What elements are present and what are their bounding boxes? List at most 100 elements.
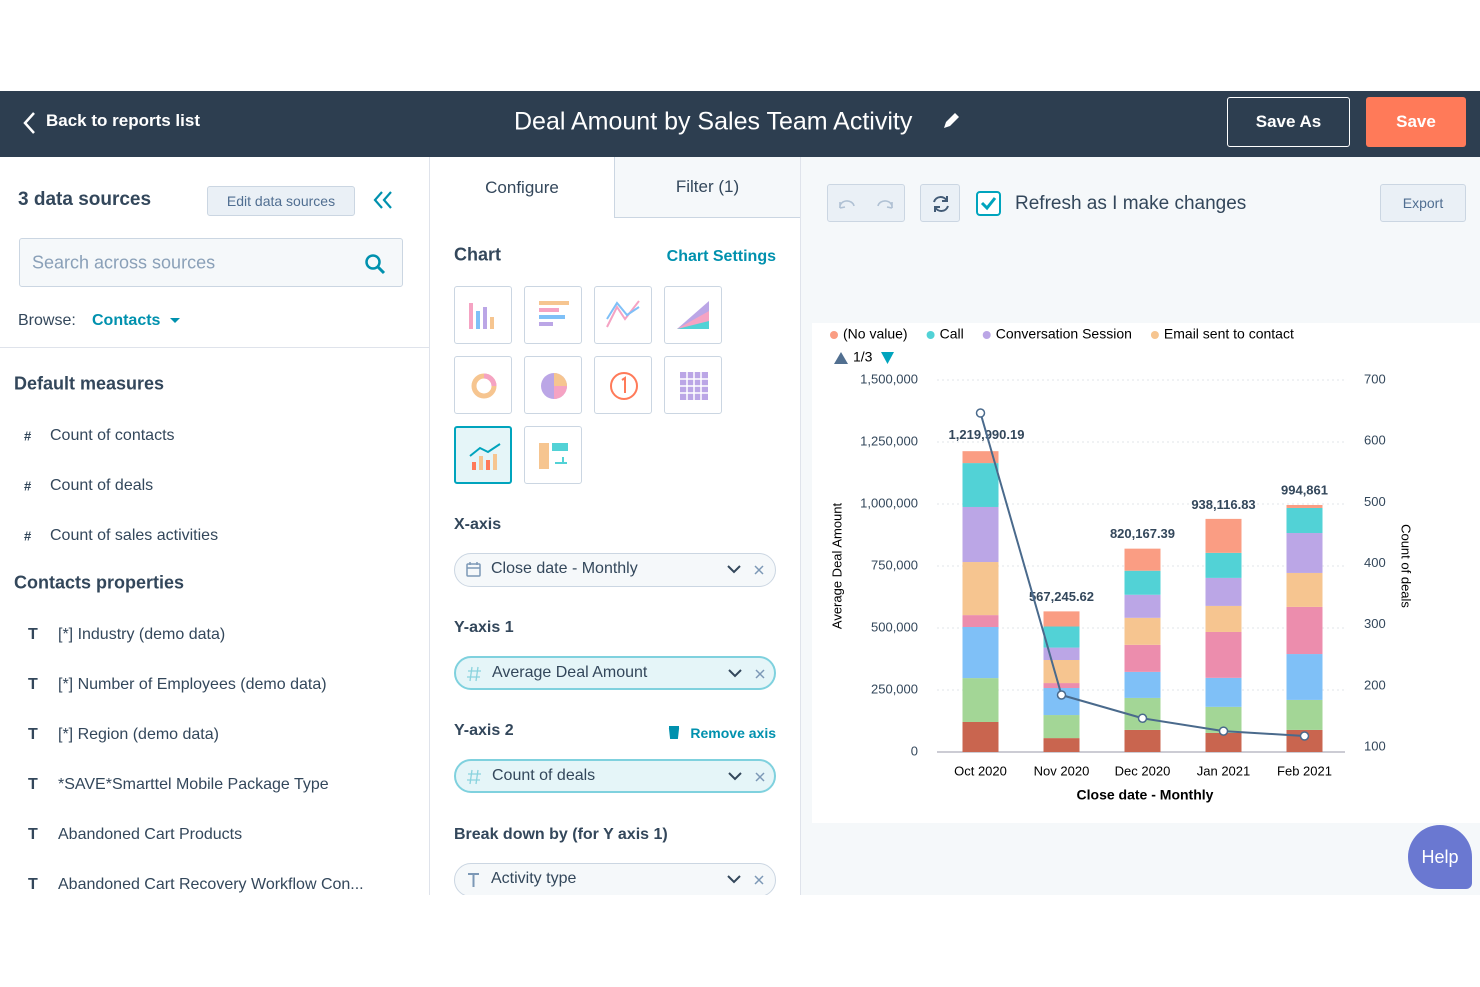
section-label: X-axis bbox=[454, 516, 502, 533]
browse-value[interactable]: Contacts bbox=[92, 312, 161, 329]
section-title: Contacts properties bbox=[14, 572, 185, 593]
chart-type-icon[interactable] bbox=[594, 356, 652, 414]
chevron-clear bbox=[728, 772, 765, 782]
export-button[interactable]: Export bbox=[1380, 184, 1466, 222]
dropdown-icon bbox=[465, 561, 483, 584]
chart-type-icon[interactable] bbox=[524, 286, 582, 344]
dropdown[interactable]: Activity type bbox=[454, 863, 776, 895]
tab[interactable]: Filter (1) bbox=[614, 157, 800, 218]
y-tick-label: 250,000 bbox=[871, 681, 918, 696]
line-point bbox=[1056, 690, 1067, 700]
save-button[interactable]: Save bbox=[1366, 97, 1466, 147]
dropdown-icon bbox=[465, 871, 483, 894]
x-tick-label: Nov 2020 bbox=[1034, 763, 1090, 778]
icon-glyph bbox=[466, 562, 481, 577]
chart-type-icon[interactable] bbox=[594, 286, 652, 344]
chart-type-icon[interactable] bbox=[454, 356, 512, 414]
checkbox[interactable] bbox=[976, 191, 1001, 216]
chevron-clear bbox=[727, 875, 764, 885]
dropdown-controls[interactable] bbox=[728, 667, 768, 686]
bar-segment bbox=[962, 627, 999, 679]
chevron-clear bbox=[728, 669, 765, 679]
y2-tick-label: 300 bbox=[1364, 616, 1386, 631]
sources-title: 3 data sources bbox=[18, 189, 152, 210]
legend-swatch bbox=[982, 331, 991, 339]
bar-segment bbox=[1205, 552, 1242, 578]
line-point bbox=[1137, 713, 1148, 724]
edit-sources-button[interactable]: Edit data sources bbox=[207, 186, 355, 216]
bar-segment bbox=[1205, 732, 1242, 752]
dropdown-controls[interactable] bbox=[727, 563, 767, 582]
search-icon bbox=[365, 254, 386, 275]
bar-segment bbox=[1286, 654, 1323, 700]
bar-segment bbox=[1124, 671, 1161, 698]
y-tick-label: 500,000 bbox=[871, 619, 918, 634]
chart-type-icon[interactable] bbox=[664, 356, 722, 414]
bar-segment bbox=[1124, 570, 1161, 595]
dropdown-controls[interactable] bbox=[728, 770, 768, 789]
search-box[interactable]: Search across sources bbox=[19, 238, 403, 287]
bar-segment bbox=[1286, 504, 1323, 508]
legend-label: Email sent to contact bbox=[1164, 326, 1294, 342]
dropdown[interactable]: Count of deals bbox=[454, 759, 776, 793]
dropdown-value: Activity type bbox=[491, 870, 577, 887]
chart-type-icon[interactable] bbox=[454, 286, 512, 344]
bar-segment bbox=[962, 678, 999, 722]
y-tick-label: 0 bbox=[911, 743, 918, 758]
icon-glyph bbox=[539, 443, 568, 469]
legend-page: 1/3 bbox=[853, 349, 873, 365]
help-button[interactable]: Help bbox=[1408, 825, 1472, 889]
item-label: *SAVE*Smarttel Mobile Package Type bbox=[58, 776, 329, 793]
edit-icon[interactable] bbox=[941, 111, 961, 131]
icon-glyph bbox=[469, 443, 501, 470]
y-tick-label: 1,500,000 bbox=[860, 371, 918, 386]
bar-segment bbox=[1043, 626, 1080, 648]
section-label: Break down by (for Y axis 1) bbox=[454, 826, 668, 843]
dropdown[interactable]: Average Deal Amount bbox=[454, 656, 776, 690]
remove-axis-link[interactable]: Remove axis bbox=[690, 725, 776, 741]
x-tick-label: Jan 2021 bbox=[1197, 763, 1251, 778]
tab[interactable]: Configure bbox=[485, 177, 559, 197]
bar-segment bbox=[1205, 605, 1242, 632]
legend-label: Call bbox=[940, 326, 964, 342]
y2-tick-label: 100 bbox=[1364, 738, 1386, 753]
icon-glyph bbox=[677, 301, 709, 329]
bar-segment bbox=[962, 463, 999, 507]
section-label: Chart bbox=[454, 244, 502, 265]
legend-swatch bbox=[926, 331, 935, 339]
y2-tick-label: 500 bbox=[1364, 494, 1386, 509]
icon-glyph bbox=[680, 372, 708, 400]
refresh-button[interactable] bbox=[920, 184, 960, 222]
chart-type-icon[interactable] bbox=[664, 286, 722, 344]
config-panel: Configure Filter (1) Chart Chart Setting… bbox=[430, 157, 801, 895]
dropdown[interactable]: Close date - Monthly bbox=[454, 553, 776, 587]
collapse-icon[interactable] bbox=[372, 190, 394, 210]
trash-icon bbox=[668, 726, 680, 739]
item-icon: T bbox=[28, 776, 38, 793]
y2-tick-label: 400 bbox=[1364, 555, 1386, 570]
chart-type-icon[interactable] bbox=[524, 356, 582, 414]
dropdown-value: Count of deals bbox=[492, 767, 596, 784]
dropdown-controls[interactable] bbox=[727, 873, 767, 892]
y-tick-label: 750,000 bbox=[871, 557, 918, 572]
icon-glyph bbox=[606, 300, 640, 328]
item-icon: # bbox=[24, 428, 32, 444]
bar-segment bbox=[1124, 548, 1161, 571]
undo-redo[interactable] bbox=[827, 184, 905, 222]
item-icon: T bbox=[28, 726, 38, 743]
save-as-button[interactable]: Save As bbox=[1227, 97, 1350, 147]
icon-glyph bbox=[539, 301, 569, 326]
chart-type-icon[interactable] bbox=[524, 426, 582, 484]
chart-type-icon[interactable] bbox=[454, 426, 512, 484]
legend-label: Conversation Session bbox=[996, 326, 1132, 342]
refresh-label: Refresh as I make changes bbox=[1015, 193, 1247, 214]
bar-segment bbox=[1124, 617, 1161, 645]
bar-segment bbox=[1124, 644, 1161, 672]
chevron-clear bbox=[727, 565, 764, 575]
chart-settings-link[interactable]: Chart Settings bbox=[666, 248, 776, 265]
back-link[interactable]: Back to reports list bbox=[46, 111, 200, 130]
total-label: 994,861 bbox=[1281, 483, 1328, 498]
y-axis-title: Average Deal Amount bbox=[829, 502, 844, 629]
total-label: 938,116.83 bbox=[1191, 497, 1255, 512]
